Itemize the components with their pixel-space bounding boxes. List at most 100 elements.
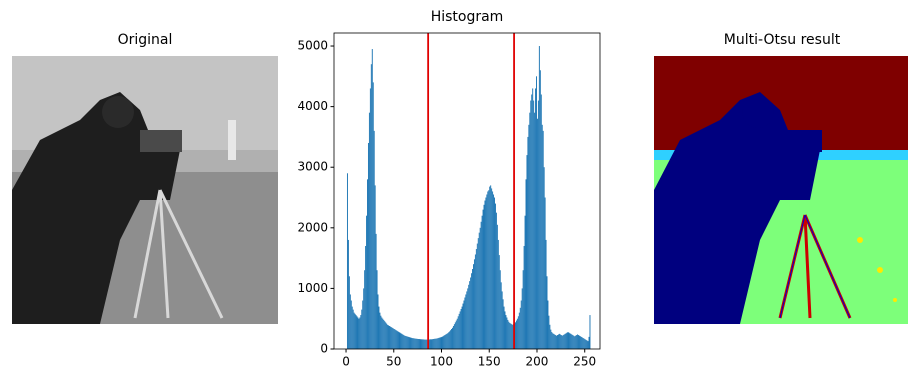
bar xyxy=(539,70,541,350)
bar xyxy=(387,324,389,349)
bar xyxy=(432,339,434,349)
bar xyxy=(524,215,526,349)
bar xyxy=(365,245,367,349)
bar xyxy=(367,142,369,349)
bar xyxy=(368,112,370,349)
bar xyxy=(586,340,588,349)
bar xyxy=(530,100,532,349)
bar xyxy=(452,325,454,349)
bar xyxy=(480,221,482,349)
bar xyxy=(377,294,379,349)
bar xyxy=(476,243,478,349)
bar xyxy=(493,194,495,349)
bar xyxy=(494,203,496,349)
bar xyxy=(540,94,542,349)
chart-title: Histogram xyxy=(431,9,504,25)
bar xyxy=(415,338,417,349)
bar xyxy=(471,273,473,349)
bar xyxy=(464,297,466,349)
bar xyxy=(577,334,579,349)
bar xyxy=(445,334,447,349)
bar xyxy=(397,331,399,349)
bar xyxy=(578,335,579,349)
bar xyxy=(346,173,348,349)
bar xyxy=(386,323,388,349)
bar xyxy=(536,76,537,350)
bar xyxy=(519,307,521,349)
bar xyxy=(353,312,355,349)
bar xyxy=(388,325,390,349)
bar xyxy=(548,315,550,349)
bar xyxy=(506,317,508,349)
bar xyxy=(414,338,416,349)
bar xyxy=(457,316,459,349)
bar xyxy=(419,339,421,349)
bar xyxy=(525,179,527,349)
bar xyxy=(352,309,354,349)
bar xyxy=(444,335,446,349)
bar xyxy=(487,191,489,349)
bar xyxy=(398,332,400,349)
bar xyxy=(383,319,385,349)
y-tick-label: 1000 xyxy=(297,281,328,295)
x-tick-label: 150 xyxy=(478,355,501,369)
bar xyxy=(507,319,509,349)
bar xyxy=(455,320,457,349)
bar xyxy=(488,190,490,349)
bar xyxy=(544,197,546,349)
bar xyxy=(382,318,384,349)
bar xyxy=(438,337,440,349)
bar xyxy=(408,336,410,349)
bar xyxy=(468,284,470,349)
bar xyxy=(575,335,577,349)
bar xyxy=(561,335,563,349)
bar xyxy=(449,331,451,349)
bar xyxy=(384,321,386,349)
bar xyxy=(473,259,475,349)
bar xyxy=(576,335,578,349)
x-tick-label: 50 xyxy=(386,355,401,369)
bar xyxy=(492,191,494,349)
bar xyxy=(553,333,555,349)
bar xyxy=(416,338,418,349)
bar xyxy=(549,324,551,349)
bar xyxy=(366,215,368,349)
bar xyxy=(503,306,505,349)
bar xyxy=(437,338,439,349)
bar xyxy=(410,337,411,349)
bar xyxy=(411,338,413,349)
bar xyxy=(378,306,380,349)
bar xyxy=(385,322,387,349)
bar xyxy=(508,321,510,349)
bar xyxy=(358,318,360,349)
bar xyxy=(405,335,407,349)
bar xyxy=(550,329,552,349)
bar xyxy=(582,338,584,349)
bar xyxy=(463,300,465,349)
bar xyxy=(551,332,553,349)
bar xyxy=(424,339,426,349)
bar xyxy=(379,312,381,349)
bar xyxy=(348,276,350,349)
bar xyxy=(535,88,537,349)
bar xyxy=(391,327,393,349)
bar xyxy=(441,336,443,349)
bar xyxy=(371,49,373,349)
bar xyxy=(417,339,419,349)
bar xyxy=(456,318,458,349)
bar xyxy=(430,339,432,349)
bar xyxy=(523,245,525,349)
bar xyxy=(505,315,507,349)
bar xyxy=(431,339,432,349)
bar xyxy=(473,264,474,349)
bar xyxy=(407,336,409,349)
bar xyxy=(413,338,415,349)
bar xyxy=(369,88,371,349)
bar xyxy=(363,288,365,349)
bar xyxy=(485,197,487,349)
bar xyxy=(479,227,481,349)
bar xyxy=(454,322,456,349)
bar xyxy=(554,334,556,349)
bar xyxy=(453,324,455,349)
bar xyxy=(396,330,398,349)
